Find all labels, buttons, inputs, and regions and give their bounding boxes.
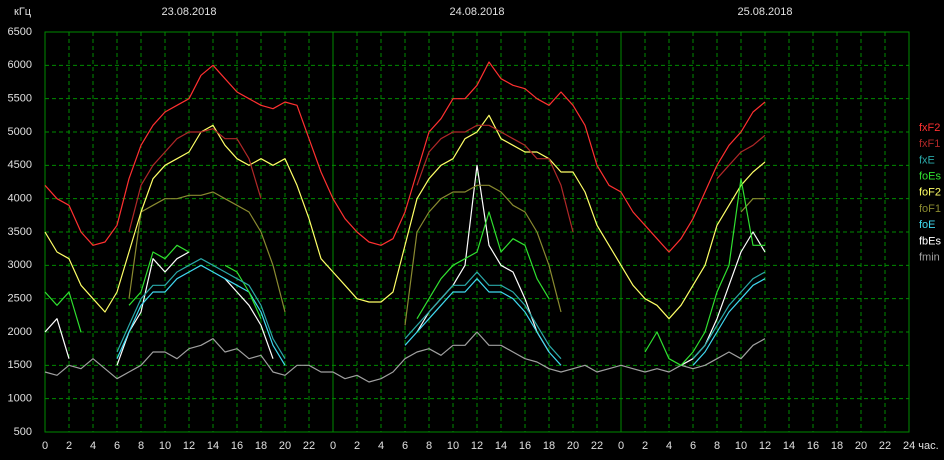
- x-tick-label: 2: [354, 440, 360, 452]
- x-tick-label: 4: [90, 440, 96, 452]
- x-tick-label: 10: [447, 440, 459, 452]
- legend-entry: foF1: [919, 203, 941, 215]
- x-tick-label: 0: [330, 440, 336, 452]
- y-tick-label: 4000: [8, 193, 32, 205]
- series-line: [44, 331, 766, 383]
- x-tick-label: 16: [807, 440, 819, 452]
- date-label: 23.08.2018: [161, 6, 216, 18]
- x-tick-label: 22: [591, 440, 603, 452]
- legend-entry: fxF1: [919, 138, 940, 150]
- x-tick-label: 20: [279, 440, 291, 452]
- x-tick-label: 4: [666, 440, 672, 452]
- x-tick-label: 6: [690, 440, 696, 452]
- x-tick-label: 4: [378, 440, 384, 452]
- x-tick-label: 10: [735, 440, 747, 452]
- x-tick-label: 16: [231, 440, 243, 452]
- y-tick-label: 6500: [8, 26, 32, 38]
- y-axis-label: кГц: [14, 6, 32, 18]
- legend-entry: fxF2: [919, 122, 940, 134]
- x-tick-label: 16: [519, 440, 531, 452]
- y-tick-label: 2500: [8, 293, 32, 305]
- x-tick-label: 20: [855, 440, 867, 452]
- x-tick-label: 14: [783, 440, 795, 452]
- series-line: [116, 264, 766, 366]
- legend-entry: fxE: [919, 154, 935, 166]
- x-tick-label: 8: [426, 440, 432, 452]
- x-tick-label: 12: [183, 440, 195, 452]
- y-tick-label: 5500: [8, 93, 32, 105]
- x-tick-label: 2: [66, 440, 72, 452]
- x-tick-label: 14: [207, 440, 219, 452]
- series-line: [128, 124, 766, 233]
- y-tick-label: 6000: [8, 59, 32, 71]
- x-tick-label: 6: [114, 440, 120, 452]
- series-line: [128, 184, 765, 326]
- y-tick-label: 500: [14, 426, 32, 438]
- x-tick-label: 0: [618, 440, 624, 452]
- x-tick-label: 12: [759, 440, 771, 452]
- legend-entry: foF2: [919, 187, 941, 199]
- y-tick-label: 1000: [8, 393, 32, 405]
- y-tick-label: 3500: [8, 226, 32, 238]
- series-line: [44, 164, 766, 366]
- date-label: 24.08.2018: [449, 6, 504, 18]
- legend-entry: fmin: [919, 252, 940, 264]
- x-tick-label: 10: [159, 440, 171, 452]
- y-tick-label: 1500: [8, 359, 32, 371]
- series-line: [44, 114, 766, 320]
- legend-entry: foE: [919, 219, 936, 231]
- x-tick-label: 24 час.: [903, 440, 939, 452]
- y-tick-label: 3000: [8, 259, 32, 271]
- x-tick-label: 18: [543, 440, 555, 452]
- y-tick-label: 4500: [8, 159, 32, 171]
- date-label: 25.08.2018: [737, 6, 792, 18]
- series-line: [116, 258, 766, 360]
- series-line: [44, 61, 766, 253]
- x-tick-label: 0: [42, 440, 48, 452]
- x-tick-label: 22: [303, 440, 315, 452]
- x-tick-label: 6: [402, 440, 408, 452]
- y-tick-label: 2000: [8, 326, 32, 338]
- legend-entry: foEs: [919, 171, 942, 183]
- x-tick-label: 20: [567, 440, 579, 452]
- x-tick-label: 14: [495, 440, 507, 452]
- x-tick-label: 8: [138, 440, 144, 452]
- x-tick-label: 22: [879, 440, 891, 452]
- x-tick-label: 2: [642, 440, 648, 452]
- x-tick-label: 18: [255, 440, 267, 452]
- y-tick-label: 5000: [8, 126, 32, 138]
- x-tick-label: 12: [471, 440, 483, 452]
- legend-entry: fbEs: [919, 235, 942, 247]
- x-tick-label: 18: [831, 440, 843, 452]
- x-tick-label: 8: [714, 440, 720, 452]
